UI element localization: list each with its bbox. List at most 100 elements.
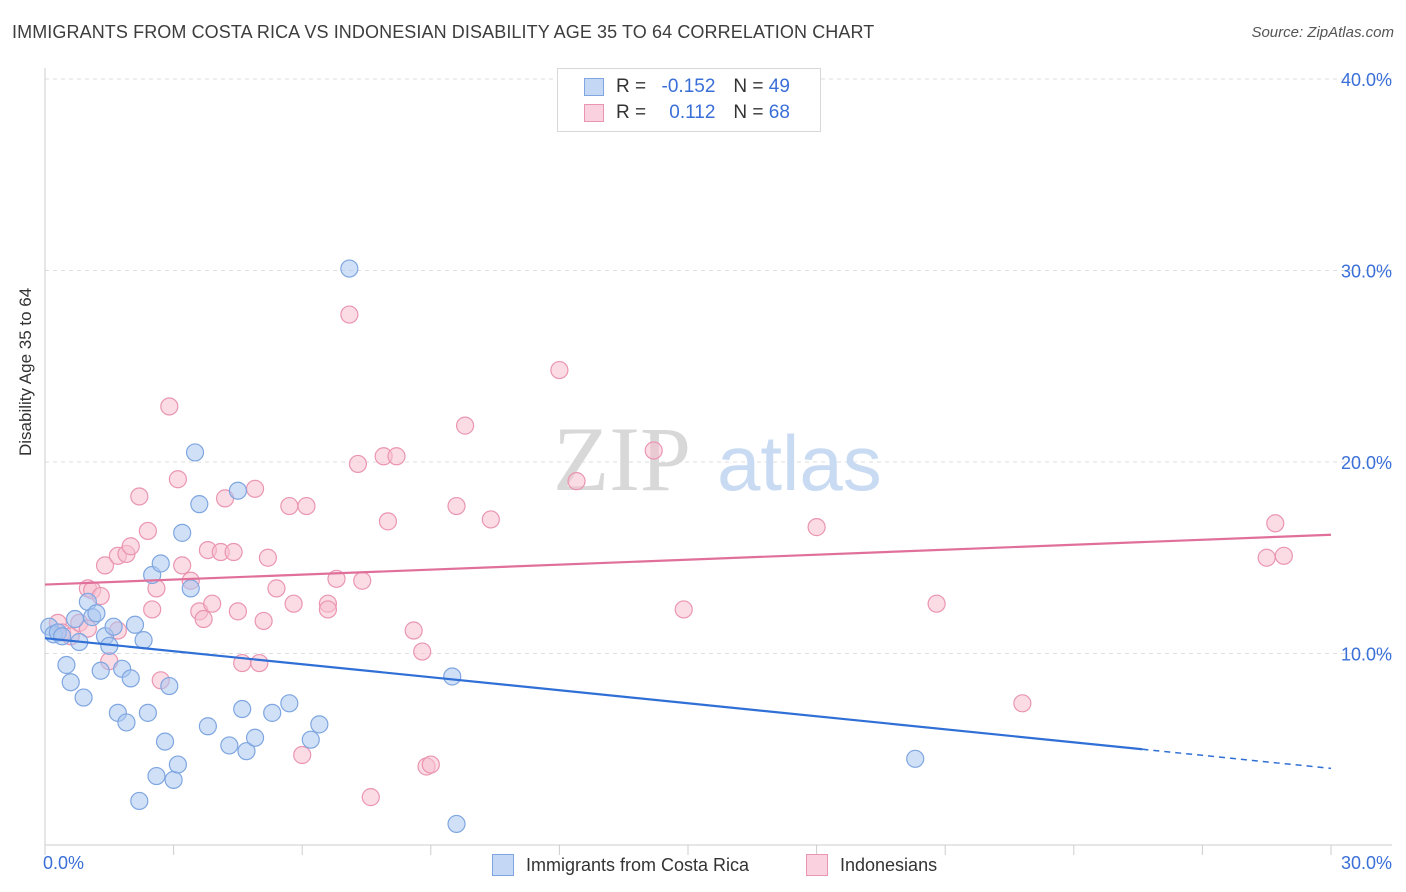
- data-point: [378, 512, 398, 531]
- data-point: [1274, 546, 1293, 565]
- bottom-legend-label-indonesians: Indonesians: [840, 854, 938, 875]
- data-point: [125, 615, 145, 634]
- data-point: [455, 416, 475, 435]
- data-point: [413, 642, 432, 661]
- data-point: [237, 742, 256, 761]
- data-point: [121, 669, 140, 688]
- data-point: [130, 487, 149, 506]
- data-point: [220, 736, 239, 755]
- tick-labels: 10.0% 20.0% 30.0% 40.0% 0.0% 30.0%: [43, 70, 1392, 873]
- data-point: [807, 518, 826, 537]
- data-point: [194, 609, 213, 629]
- data-point: [245, 728, 265, 747]
- data-point: [387, 447, 406, 466]
- data-point: [447, 496, 466, 516]
- data-point: [280, 694, 299, 713]
- chart-title: IMMIGRANTS FROM COSTA RICA VS INDONESIAN…: [12, 22, 875, 42]
- data-point: [121, 537, 140, 556]
- trend-line-extension: [1142, 748, 1332, 770]
- data-point: [168, 470, 187, 489]
- data-point: [117, 713, 136, 732]
- data-point: [160, 397, 179, 416]
- series-costa-rica: [40, 259, 925, 834]
- legend-n-label: N =: [733, 76, 764, 97]
- legend-r-value-pink: 0.112: [669, 102, 716, 123]
- y-tick-label: 20.0%: [1341, 453, 1392, 473]
- data-point: [567, 472, 586, 491]
- data-point: [130, 791, 149, 811]
- legend-r-label: R =: [616, 76, 647, 97]
- data-point: [233, 699, 252, 719]
- legend-n-value-blue: 49: [768, 76, 790, 97]
- data-point: [95, 556, 115, 575]
- data-point: [340, 259, 359, 278]
- data-point: [138, 703, 157, 722]
- data-point: [190, 495, 209, 514]
- bottom-legend-label-costa-rica: Immigrants from Costa Rica: [526, 854, 750, 875]
- data-point: [173, 523, 192, 542]
- trend-line: [44, 533, 1332, 586]
- data-point: [674, 600, 693, 619]
- data-point: [297, 496, 316, 516]
- data-point: [160, 676, 179, 696]
- legend: R = -0.152 N = 49 R = 0.112 N = 68: [557, 68, 821, 132]
- bottom-legend-swatch-pink: [806, 854, 828, 876]
- data-point: [258, 548, 278, 567]
- y-tick-label: 30.0%: [1341, 262, 1392, 282]
- data-point: [550, 360, 569, 380]
- bottom-legend-indonesians: Indonesians: [806, 852, 937, 878]
- watermark-zip: ZIP: [553, 408, 691, 510]
- data-point: [143, 600, 162, 619]
- data-point: [57, 655, 76, 675]
- data-point: [168, 755, 187, 774]
- data-point: [53, 627, 72, 646]
- watermark-atlas: atlas: [717, 419, 882, 507]
- data-point: [155, 732, 175, 751]
- x-tick-label: 30.0%: [1341, 853, 1392, 873]
- data-point: [164, 770, 183, 789]
- data-point: [327, 569, 346, 588]
- data-point: [185, 443, 205, 462]
- legend-r-label: R =: [616, 102, 647, 123]
- bottom-legend-costa-rica: Immigrants from Costa Rica: [492, 852, 749, 878]
- data-point: [228, 602, 247, 621]
- data-point: [74, 688, 93, 707]
- y-axis-label: Disability Age 35 to 64: [16, 287, 35, 456]
- data-point: [228, 481, 247, 500]
- data-point: [104, 617, 123, 636]
- axes: [44, 68, 1392, 855]
- data-point: [173, 556, 192, 575]
- legend-n-value-pink: 68: [768, 102, 790, 123]
- legend-swatch-pink: [584, 104, 604, 122]
- data-point: [61, 673, 80, 692]
- data-point: [284, 594, 303, 613]
- data-point: [481, 510, 500, 529]
- legend-row-indonesians: R = 0.112 N = 68: [584, 101, 790, 125]
- data-point: [361, 788, 380, 807]
- data-point: [280, 496, 299, 516]
- data-point: [198, 717, 217, 736]
- data-point: [353, 571, 372, 590]
- data-point: [263, 703, 282, 722]
- data-point: [906, 749, 925, 768]
- legend-swatch-blue: [584, 78, 604, 96]
- data-point: [348, 454, 368, 474]
- legend-n-label: N =: [733, 102, 764, 123]
- trend-line: [44, 637, 1143, 751]
- data-point: [151, 554, 170, 573]
- data-point: [318, 600, 338, 619]
- data-point: [224, 542, 243, 562]
- data-point: [134, 630, 153, 650]
- y-tick-label: 40.0%: [1341, 70, 1392, 90]
- series-indonesians: [48, 305, 1293, 807]
- data-point: [927, 594, 946, 613]
- data-point: [254, 611, 273, 631]
- x-tick-label: 0.0%: [43, 853, 84, 873]
- data-point: [1257, 548, 1276, 567]
- data-point: [267, 579, 286, 598]
- data-point: [203, 594, 222, 613]
- data-point: [250, 653, 269, 673]
- legend-row-costa-rica: R = -0.152 N = 49: [584, 75, 790, 99]
- data-point: [91, 661, 110, 680]
